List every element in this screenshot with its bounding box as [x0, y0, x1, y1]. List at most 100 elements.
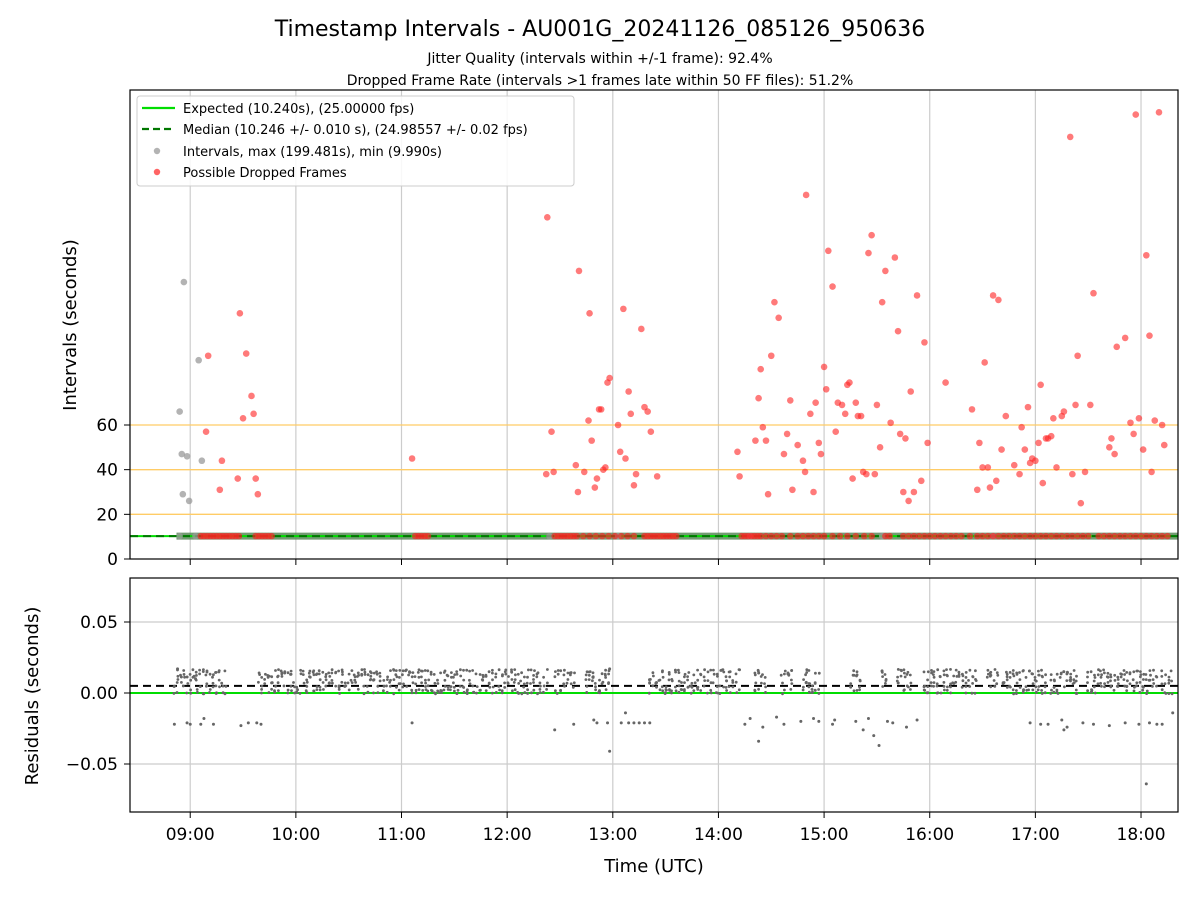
residual-point [813, 689, 817, 692]
residual-outlier-point [761, 725, 765, 729]
dropped-frame-point [773, 532, 780, 540]
residual-point [263, 678, 266, 681]
residual-point [274, 684, 277, 688]
dropped-frame-point [891, 254, 899, 261]
residuals-y-tick-label: 0.00 [80, 684, 118, 704]
residual-point [585, 691, 589, 694]
residual-point [968, 668, 972, 672]
x-tick-label: 15:00 [800, 825, 849, 845]
dropped-frame-point [598, 532, 606, 540]
residual-point [667, 672, 671, 676]
residual-point [185, 691, 189, 695]
residual-point [459, 668, 462, 672]
residual-point [783, 669, 787, 673]
residual-point [1142, 678, 1145, 681]
dropped-frame-point [252, 475, 260, 482]
dropped-frame-point [913, 292, 921, 299]
residual-point [478, 673, 482, 676]
dropped-frame-point [254, 490, 262, 498]
legend-dropped-label: Possible Dropped Frames [183, 166, 347, 181]
residual-point [655, 681, 658, 684]
residual-point [805, 671, 809, 674]
residual-point [722, 685, 725, 689]
residual-point [503, 686, 507, 689]
residual-point [968, 685, 972, 688]
residual-point [421, 669, 424, 673]
residual-point [1148, 669, 1152, 672]
residual-point [674, 685, 677, 689]
residual-outlier-point [866, 717, 870, 721]
residual-point [923, 684, 927, 688]
residual-point [1043, 685, 1047, 689]
residual-point [279, 669, 283, 673]
residual-point [296, 688, 299, 692]
residual-point [811, 684, 814, 688]
residual-point [607, 672, 610, 676]
residual-point [992, 679, 996, 682]
residual-point [318, 685, 322, 689]
residual-point [1151, 678, 1155, 681]
residuals-y-label: Residuals (seconds) [22, 607, 43, 786]
residual-point [426, 684, 430, 688]
residual-point [389, 669, 392, 672]
dropped-frame-point [767, 352, 775, 360]
dropped-frame-point [817, 450, 825, 458]
residual-point [1068, 678, 1072, 682]
residual-point [779, 673, 783, 677]
residual-point [491, 678, 494, 682]
residual-point [967, 679, 970, 682]
residual-point [1145, 692, 1148, 695]
residual-point [1055, 688, 1059, 692]
residual-outlier-point [782, 722, 786, 726]
residual-point [394, 673, 398, 677]
residual-point [851, 673, 855, 677]
residual-point [722, 670, 726, 674]
residual-point [494, 691, 498, 694]
dropped-frame-point [1047, 432, 1055, 440]
dropped-frame-point [593, 475, 601, 482]
residual-point [884, 679, 888, 682]
dropped-frame-point [767, 532, 775, 540]
dropped-frame-point [1058, 532, 1066, 540]
dropped-frame-point [921, 339, 928, 346]
residual-point [501, 674, 504, 678]
residual-point [382, 679, 386, 682]
residual-point [711, 681, 715, 685]
residual-point [546, 668, 549, 671]
residual-point [270, 675, 274, 679]
residual-point [432, 673, 436, 676]
residual-point [338, 692, 341, 695]
dropped-frame-point [786, 397, 794, 404]
residual-point [957, 673, 961, 676]
residual-point [186, 682, 190, 685]
dropped-frame-point [575, 267, 583, 275]
residual-point [884, 682, 887, 685]
dropped-frame-point [905, 497, 912, 505]
residual-point [264, 672, 267, 676]
residual-point [563, 668, 566, 672]
residual-point [430, 688, 433, 692]
residual-point [664, 691, 667, 694]
residual-point [283, 671, 287, 675]
residual-point [1012, 674, 1016, 678]
residual-point [487, 682, 491, 686]
residual-point [1052, 690, 1056, 694]
residual-point [1072, 681, 1076, 684]
residual-point [468, 678, 471, 682]
residual-point [289, 669, 293, 673]
dropped-frame-point [966, 532, 974, 540]
residual-point [571, 686, 575, 689]
residual-point [1072, 678, 1076, 682]
residual-point [945, 688, 949, 692]
residual-point [1123, 673, 1126, 676]
dropped-frame-point [605, 532, 612, 540]
residual-point [328, 675, 332, 678]
residual-point [660, 685, 664, 689]
residual-point [929, 681, 933, 684]
dropped-frame-point [844, 532, 851, 540]
residual-point [208, 672, 212, 676]
residual-point [402, 682, 405, 686]
residual-point [883, 673, 887, 676]
dropped-frame-point [1021, 532, 1029, 540]
residual-outlier-point [831, 722, 835, 726]
